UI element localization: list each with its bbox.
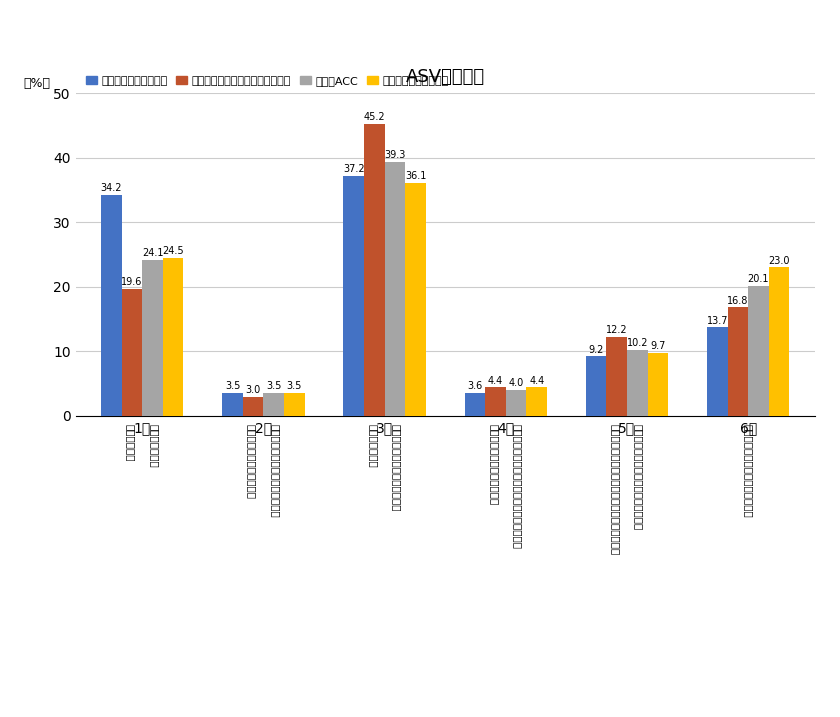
Text: カーシェアとして搭載車両を使用していない: カーシェアとして搭載車両を使用していない [512,424,522,549]
Bar [284,393,305,416]
Text: 13.7: 13.7 [706,315,728,326]
Bar [142,260,163,416]
Text: 聞いたことはあるが、自分が使用している車に: 聞いたことはあるが、自分が使用している車に [610,424,620,556]
Bar [506,390,527,416]
Text: 10.2: 10.2 [627,338,648,348]
Text: 12.2: 12.2 [606,326,627,336]
Text: 知っていて、: 知っていて、 [125,424,135,462]
Text: 3.5: 3.5 [266,381,281,391]
Bar [648,353,668,416]
Text: 3.5: 3.5 [286,381,302,391]
Text: 9.2: 9.2 [588,345,604,355]
Bar [243,397,264,416]
Text: 36.1: 36.1 [405,171,426,181]
Text: 4.4: 4.4 [529,376,544,386]
Bar [486,387,506,416]
Bar [364,124,385,416]
Bar [707,328,727,416]
Text: 知っているが、レンタカーや: 知っているが、レンタカーや [489,424,499,505]
Bar [101,195,122,416]
Text: 3.5: 3.5 [225,381,240,391]
Bar [163,258,183,416]
Bar [405,183,426,416]
Text: 16.8: 16.8 [727,295,748,305]
Text: 19.6: 19.6 [121,277,143,288]
Text: 24.5: 24.5 [162,246,184,256]
Text: 39.3: 39.3 [384,151,406,161]
Bar [465,393,486,416]
Text: 4.0: 4.0 [508,378,523,388]
Text: 3.0: 3.0 [245,384,260,394]
Text: 搭載されているかどうかはわからない: 搭載されているかどうかはわからない [633,424,643,531]
Bar [344,176,364,416]
Legend: 衝突被害軽減ブレーキ, ペダル踏み間違い時加速抑制装置, 全車速ACC, レーンキープアシスト: 衝突被害軽減ブレーキ, ペダル踏み間違い時加速抑制装置, 全車速ACC, レーン… [81,71,454,90]
Text: 自家用車には搭載されていない: 自家用車には搭載されていない [391,424,402,512]
Text: 知っているが、: 知っているが、 [368,424,378,468]
Text: 34.2: 34.2 [101,184,122,194]
Bar [122,290,142,416]
Bar [385,162,405,416]
Bar [769,267,790,416]
Bar [264,393,284,416]
Bar [627,350,648,416]
Bar [223,393,243,416]
Bar [748,286,769,416]
Text: 4.4: 4.4 [488,376,503,386]
Bar [727,308,748,416]
Text: 知っていて、レンタカーや: 知っていて、レンタカーや [247,424,257,500]
Text: 自家用車に搭載: 自家用車に搭載 [149,424,159,468]
Title: ASV普及状況: ASV普及状況 [406,68,485,86]
Bar [585,356,606,416]
Text: 23.0: 23.0 [769,255,790,265]
Text: 45.2: 45.2 [364,113,385,123]
Text: 20.1: 20.1 [748,274,769,284]
Bar [527,387,547,416]
Text: 37.2: 37.2 [343,164,365,174]
Text: 9.7: 9.7 [650,341,665,351]
Text: 24.1: 24.1 [142,248,163,258]
Text: 当該機能について、全く知らない: 当該機能について、全く知らない [743,424,753,518]
Bar [606,337,627,416]
Text: （%）: （%） [24,77,51,90]
Text: 3.6: 3.6 [467,381,482,391]
Text: カーシェアとして搭載車両を使用: カーシェアとして搭載車両を使用 [270,424,281,518]
